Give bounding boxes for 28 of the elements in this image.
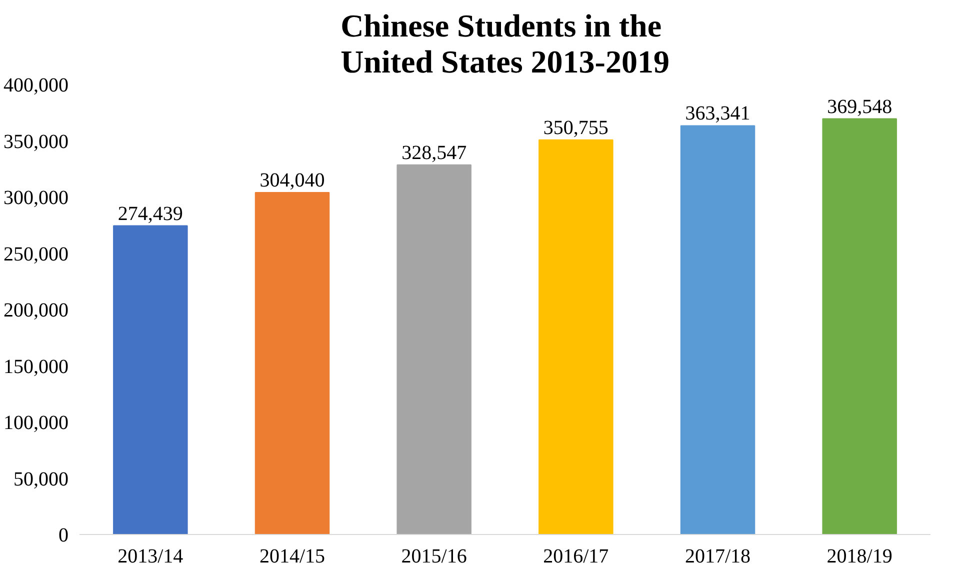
bar [113, 225, 188, 534]
data-label: 304,040 [260, 169, 325, 192]
chart-title: Chinese Students in the United States 2013-2019 [340, 8, 670, 80]
bar [822, 118, 897, 534]
data-label: 274,439 [118, 202, 183, 225]
x-tick-label: 2017/18 [684, 546, 751, 568]
x-tick-label: 2018/19 [826, 546, 892, 568]
x-tick-label: 2016/17 [543, 546, 609, 568]
x-tick-label: 2015/16 [401, 546, 467, 568]
y-tick-label: 400,000 [4, 74, 68, 96]
y-tick-label: 250,000 [4, 243, 68, 266]
y-tick-label: 350,000 [4, 130, 68, 153]
y-tick-label: 200,000 [4, 300, 68, 322]
bar [396, 164, 472, 534]
data-label: 363,341 [685, 102, 750, 125]
x-tick-label: 2013/14 [118, 546, 184, 568]
bar [538, 139, 614, 534]
bar [680, 125, 756, 534]
y-tick-label: 150,000 [4, 356, 68, 378]
y-tick-label: 100,000 [4, 412, 68, 434]
data-label: 350,755 [543, 116, 608, 139]
y-tick-label: 300,000 [4, 187, 68, 209]
y-tick-label: 50,000 [14, 468, 68, 490]
x-tick-label: 2014/15 [259, 546, 326, 568]
bar [254, 192, 330, 534]
data-label: 328,547 [402, 142, 467, 164]
data-label: 369,548 [827, 96, 892, 118]
y-tick-label: 0 [58, 524, 68, 546]
